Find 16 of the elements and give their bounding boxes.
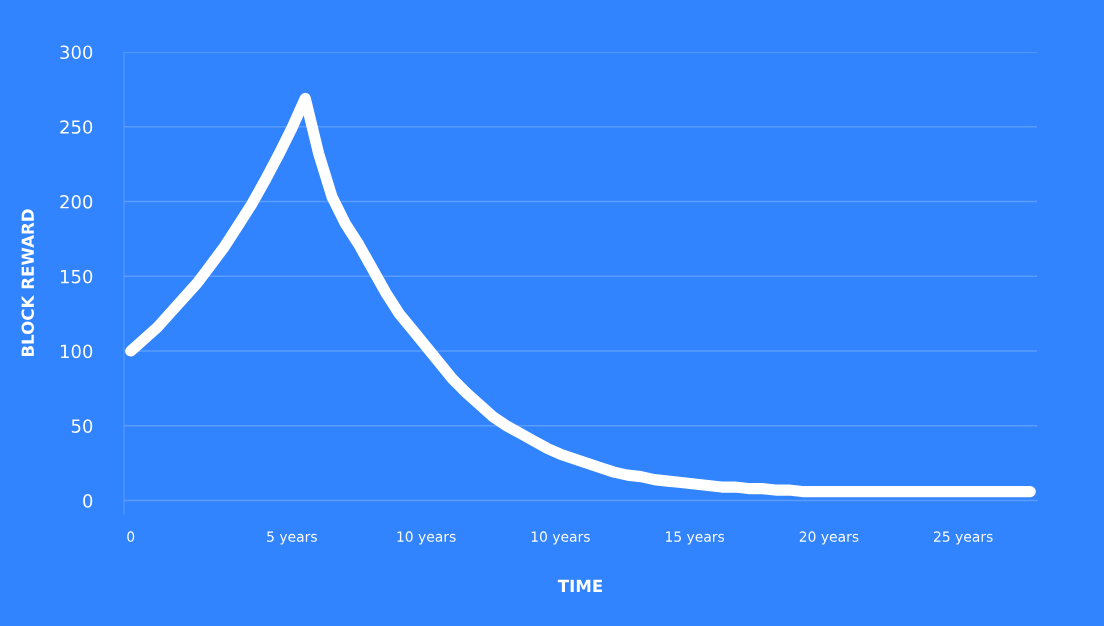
x-tick-label: 0 <box>127 531 135 542</box>
y-tick-label: 250 <box>60 120 93 134</box>
y-axis-title: BLOCK REWARD <box>21 209 35 357</box>
y-tick-label: 200 <box>60 194 93 209</box>
x-axis-title: TIME <box>557 579 603 592</box>
y-tick-label: 300 <box>60 45 93 60</box>
y-tick-label: 0 <box>83 494 93 508</box>
x-tick-label: 15 years <box>666 531 725 545</box>
x-tick-label: 5 years <box>267 531 317 545</box>
y-tick-label: 100 <box>60 344 93 359</box>
x-tick-label: 20 years <box>799 531 859 545</box>
x-tick-label: 10 years <box>531 531 590 545</box>
y-tick-label: 150 <box>60 269 93 284</box>
x-tick-label: 25 years <box>934 531 993 545</box>
y-tick-label: 50 <box>71 419 93 433</box>
x-tick-label: 10 years <box>397 531 456 545</box>
